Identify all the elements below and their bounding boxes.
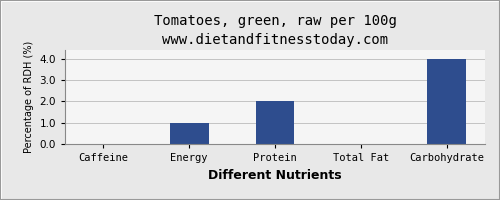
Bar xyxy=(170,123,208,144)
Bar xyxy=(256,101,294,144)
Bar xyxy=(428,59,466,144)
X-axis label: Different Nutrients: Different Nutrients xyxy=(208,169,342,182)
Title: Tomatoes, green, raw per 100g
www.dietandfitnesstoday.com: Tomatoes, green, raw per 100g www.dietan… xyxy=(154,14,396,47)
Y-axis label: Percentage of RDH (%): Percentage of RDH (%) xyxy=(24,41,34,153)
